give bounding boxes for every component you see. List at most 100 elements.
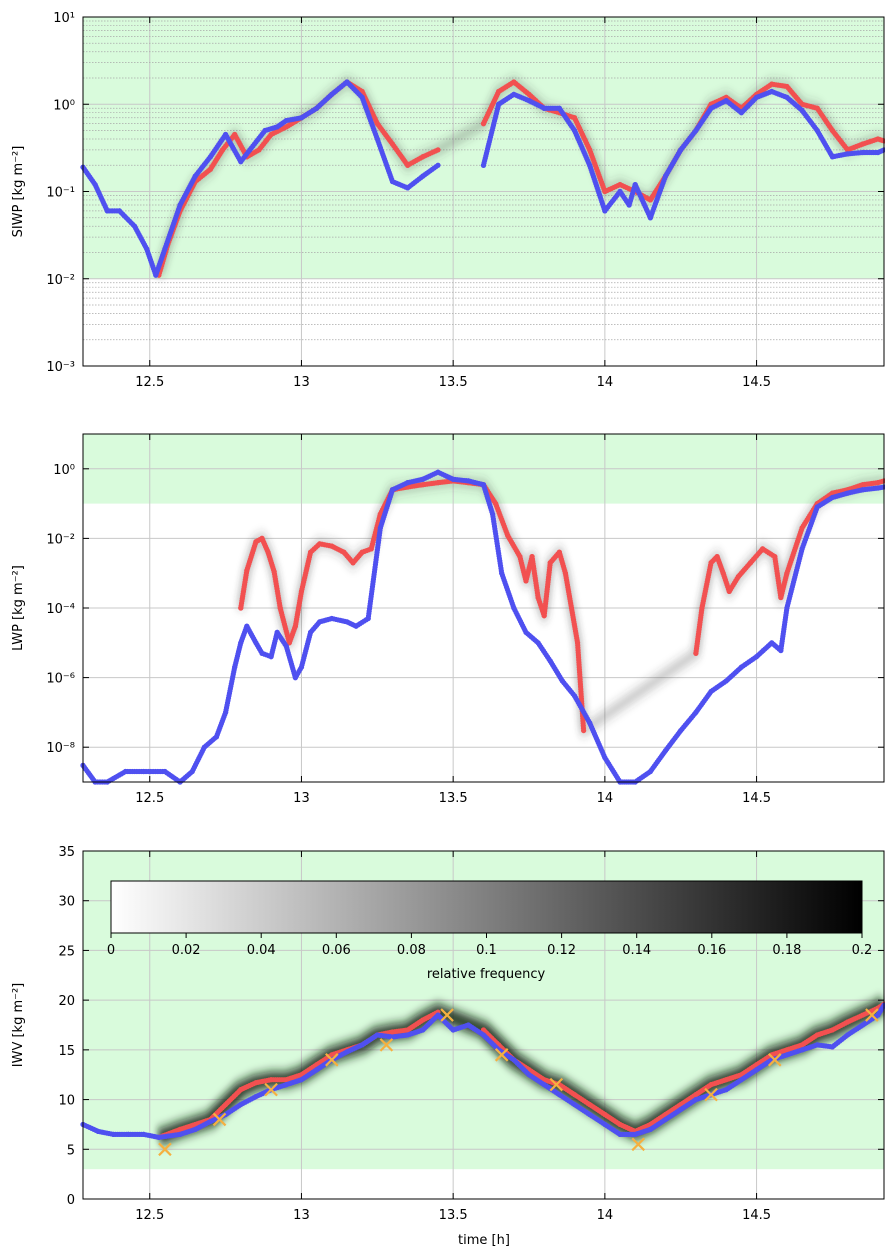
x-tick-label: 14 [597,1208,614,1223]
series-point-blue [571,1101,578,1108]
series-point-blue [450,1027,456,1033]
y-tick-label: 10⁻⁶ [46,672,75,687]
series-point-blue [693,1096,699,1103]
series-point-blue [162,246,168,252]
series-point-blue [678,727,684,734]
series-point-blue [647,1126,653,1132]
series-point-red [829,1027,836,1033]
y-tick-label: 5 [67,1143,75,1158]
colorbar-tick-label: 0.14 [622,943,651,958]
series-point-red [283,1077,289,1083]
series-point-blue [223,709,229,716]
series-point-red [784,570,790,576]
series-point-blue [875,485,881,491]
series-point-blue [499,570,505,576]
series-point-red [435,480,441,486]
series-point-red [860,1012,866,1018]
series-point-blue [814,504,820,510]
series-point-blue [587,162,593,168]
y-tick-label: 10⁰ [53,98,75,113]
series-point-red [778,594,784,601]
series-point-blue [465,1022,471,1028]
series-point-blue [784,1052,790,1058]
x-tick-label: 13.5 [439,1208,468,1223]
x-tick-label: 12.5 [135,375,164,390]
x-tick-label: 14.5 [742,791,771,806]
colorbar-gradient [110,880,863,934]
series-point-blue [541,1082,547,1088]
series-point-red [723,1077,729,1083]
series-point-red [523,578,529,584]
series-point-blue [738,664,744,670]
series-point-red [350,560,356,566]
series-point-red [268,131,274,138]
series-point-red [389,1029,396,1035]
colorbar-tick-label: 0.02 [172,943,201,958]
series-point-red [571,115,578,121]
y-tick-label: 10⁻³ [46,360,75,375]
series-point-blue [723,98,729,104]
series-point-blue [389,1034,396,1040]
series-point-blue [799,107,805,114]
series-point-blue [274,629,280,635]
series-point-red [860,482,866,488]
series-point-red [496,88,502,95]
series-point-blue [247,147,253,153]
marker-x [440,1008,454,1022]
series-point-red [244,567,250,574]
series-point-blue [365,615,371,622]
series-point-red [268,1077,274,1083]
marker-x [494,1048,509,1062]
series-point-red [875,480,881,486]
series-point-red [735,573,741,580]
series-point-red [574,640,581,646]
series-point-blue [844,151,851,157]
series-point-blue [177,1131,183,1137]
marker-x [158,1142,172,1157]
series-point-blue [571,693,578,699]
series-point-red [568,605,575,611]
series-point-red [359,549,365,555]
colorbar-tick-label: 0.2 [852,943,873,958]
series-point-blue [860,1022,866,1028]
colorbar-tick-label: 0.12 [547,943,576,958]
series-point-blue [587,720,593,726]
series-point-red [547,560,553,566]
x-tick-label: 14 [597,375,614,390]
series-point-blue [156,1134,162,1140]
colorbar-tick-label: 0.1 [476,943,497,958]
series-point-red [708,560,714,566]
series-point-red [556,549,562,555]
series-point-blue [753,94,760,100]
series-point-red [341,549,347,555]
series-point-red [253,539,259,545]
series-point-red [420,1017,426,1023]
series-point-red [829,127,836,134]
series-point-blue [162,768,168,775]
series-point-red [292,623,298,629]
series-point-blue [405,1032,411,1038]
series-point-red [647,197,653,203]
series-point-blue [769,640,775,646]
panel-lwp-gridlines [83,434,884,782]
series-point-red [271,569,277,575]
series-point-blue [329,91,335,97]
panel-iwv-ticks: 12.5 13 13.5 14 14.5 0 5 10 15 20 25 30 35 [58,845,884,1223]
series-point-red [219,147,226,153]
marker-x [264,1082,278,1097]
series-point-red [617,181,623,188]
series-point-red [493,501,499,507]
series-point-red [699,605,705,611]
series-point-red [256,147,262,153]
series-point-blue [110,1131,116,1137]
x-tick-label: 13 [293,375,310,390]
series-point-blue [95,1128,101,1134]
series-point-red [505,533,511,539]
series-point-blue [829,494,836,501]
y-tick-label: 25 [58,944,75,959]
series-point-blue [244,623,250,629]
series-point-blue [490,511,496,517]
y-tick-label: 0 [67,1193,75,1208]
series-point-red [317,541,323,547]
series-point-red [283,124,289,130]
